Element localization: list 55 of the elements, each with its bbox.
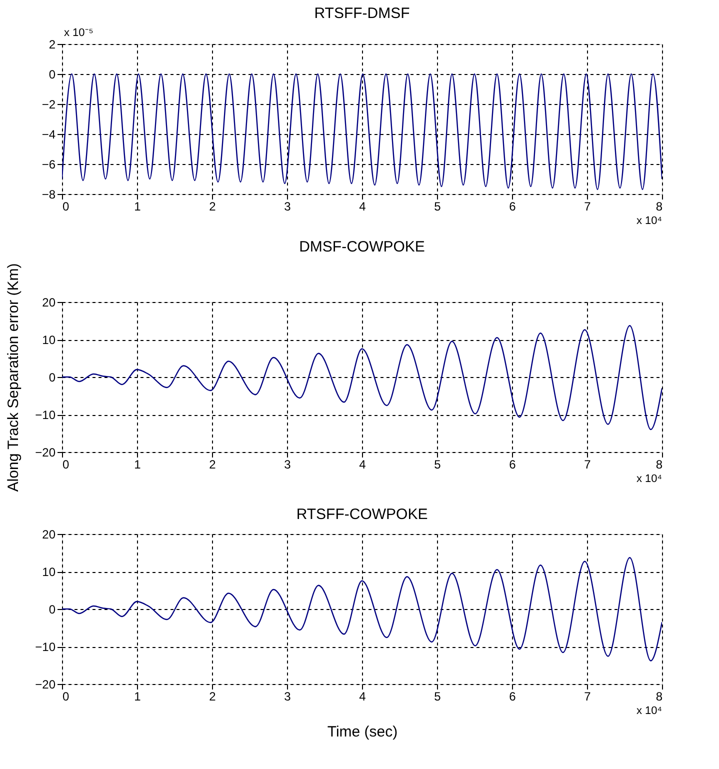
- x-tick-label: 1: [134, 690, 142, 704]
- x-tick-label: 2: [209, 690, 216, 704]
- y-tick-label: 0: [48, 602, 56, 616]
- x-tick-label: 0: [62, 690, 70, 704]
- x-tick-label: 1: [134, 200, 142, 214]
- y-tick-label: 20: [42, 528, 56, 542]
- x-tick-label: 7: [584, 458, 592, 472]
- y-axis-title: Along Track Separation error (Km): [5, 263, 22, 492]
- y-tick-label: −4: [42, 128, 56, 142]
- line-series: [62, 557, 662, 662]
- x-tick-label: 5: [434, 458, 442, 472]
- x-tick-label: 2: [209, 200, 216, 214]
- text: x 10⁴: [636, 705, 662, 717]
- x-tick-label: 8: [656, 200, 663, 214]
- line-series: [62, 325, 662, 430]
- x-tick-label: 4: [359, 690, 366, 704]
- x-tick-label: 1: [134, 458, 142, 472]
- y-tick-label: −10: [35, 640, 56, 654]
- line-series: [62, 73, 662, 190]
- x-tick-label: 7: [584, 690, 592, 704]
- x-tick-label: 6: [509, 458, 516, 472]
- y-tick-label: −20: [35, 446, 56, 460]
- x-tick-label: 4: [359, 200, 366, 214]
- y-tick-label: 20: [42, 296, 56, 310]
- x-tick-label: 3: [284, 200, 292, 214]
- y-tick-label: 0: [48, 68, 56, 82]
- y-tick-label: −2: [42, 98, 56, 112]
- y-tick-label: 10: [42, 565, 56, 579]
- chart-title: RTSFF-DMSF: [314, 5, 410, 22]
- text: x 10⁴: [636, 215, 662, 227]
- chart-title: RTSFF-COWPOKE: [296, 506, 428, 523]
- x-tick-label: 8: [656, 458, 663, 472]
- x-tick-label: 6: [509, 200, 516, 214]
- x-tick-label: 0: [62, 458, 70, 472]
- y-tick-label: 10: [42, 333, 56, 347]
- x-tick-label: 7: [584, 200, 592, 214]
- chart-title: DMSF-COWPOKE: [299, 238, 425, 256]
- y-tick-label: 2: [48, 38, 56, 52]
- x-tick-label: 5: [434, 690, 442, 704]
- x-tick-label: 2: [209, 458, 216, 472]
- x-axis-title: Time (sec): [327, 724, 398, 740]
- y-tick-label: −10: [35, 408, 56, 422]
- y-tick-label: −6: [42, 158, 56, 172]
- y-tick-label: 0: [48, 370, 56, 384]
- x-tick-label: 3: [284, 690, 292, 704]
- y-tick-label: −20: [35, 678, 56, 692]
- text: x 10⁻⁵: [64, 27, 94, 39]
- x-tick-label: 8: [656, 690, 663, 704]
- x-tick-label: 3: [284, 458, 292, 472]
- x-tick-label: 0: [62, 200, 70, 214]
- x-tick-label: 4: [359, 458, 366, 472]
- x-tick-label: 5: [434, 200, 442, 214]
- x-tick-label: 6: [509, 690, 516, 704]
- text: x 10⁴: [636, 473, 662, 485]
- y-tick-label: −8: [42, 188, 56, 202]
